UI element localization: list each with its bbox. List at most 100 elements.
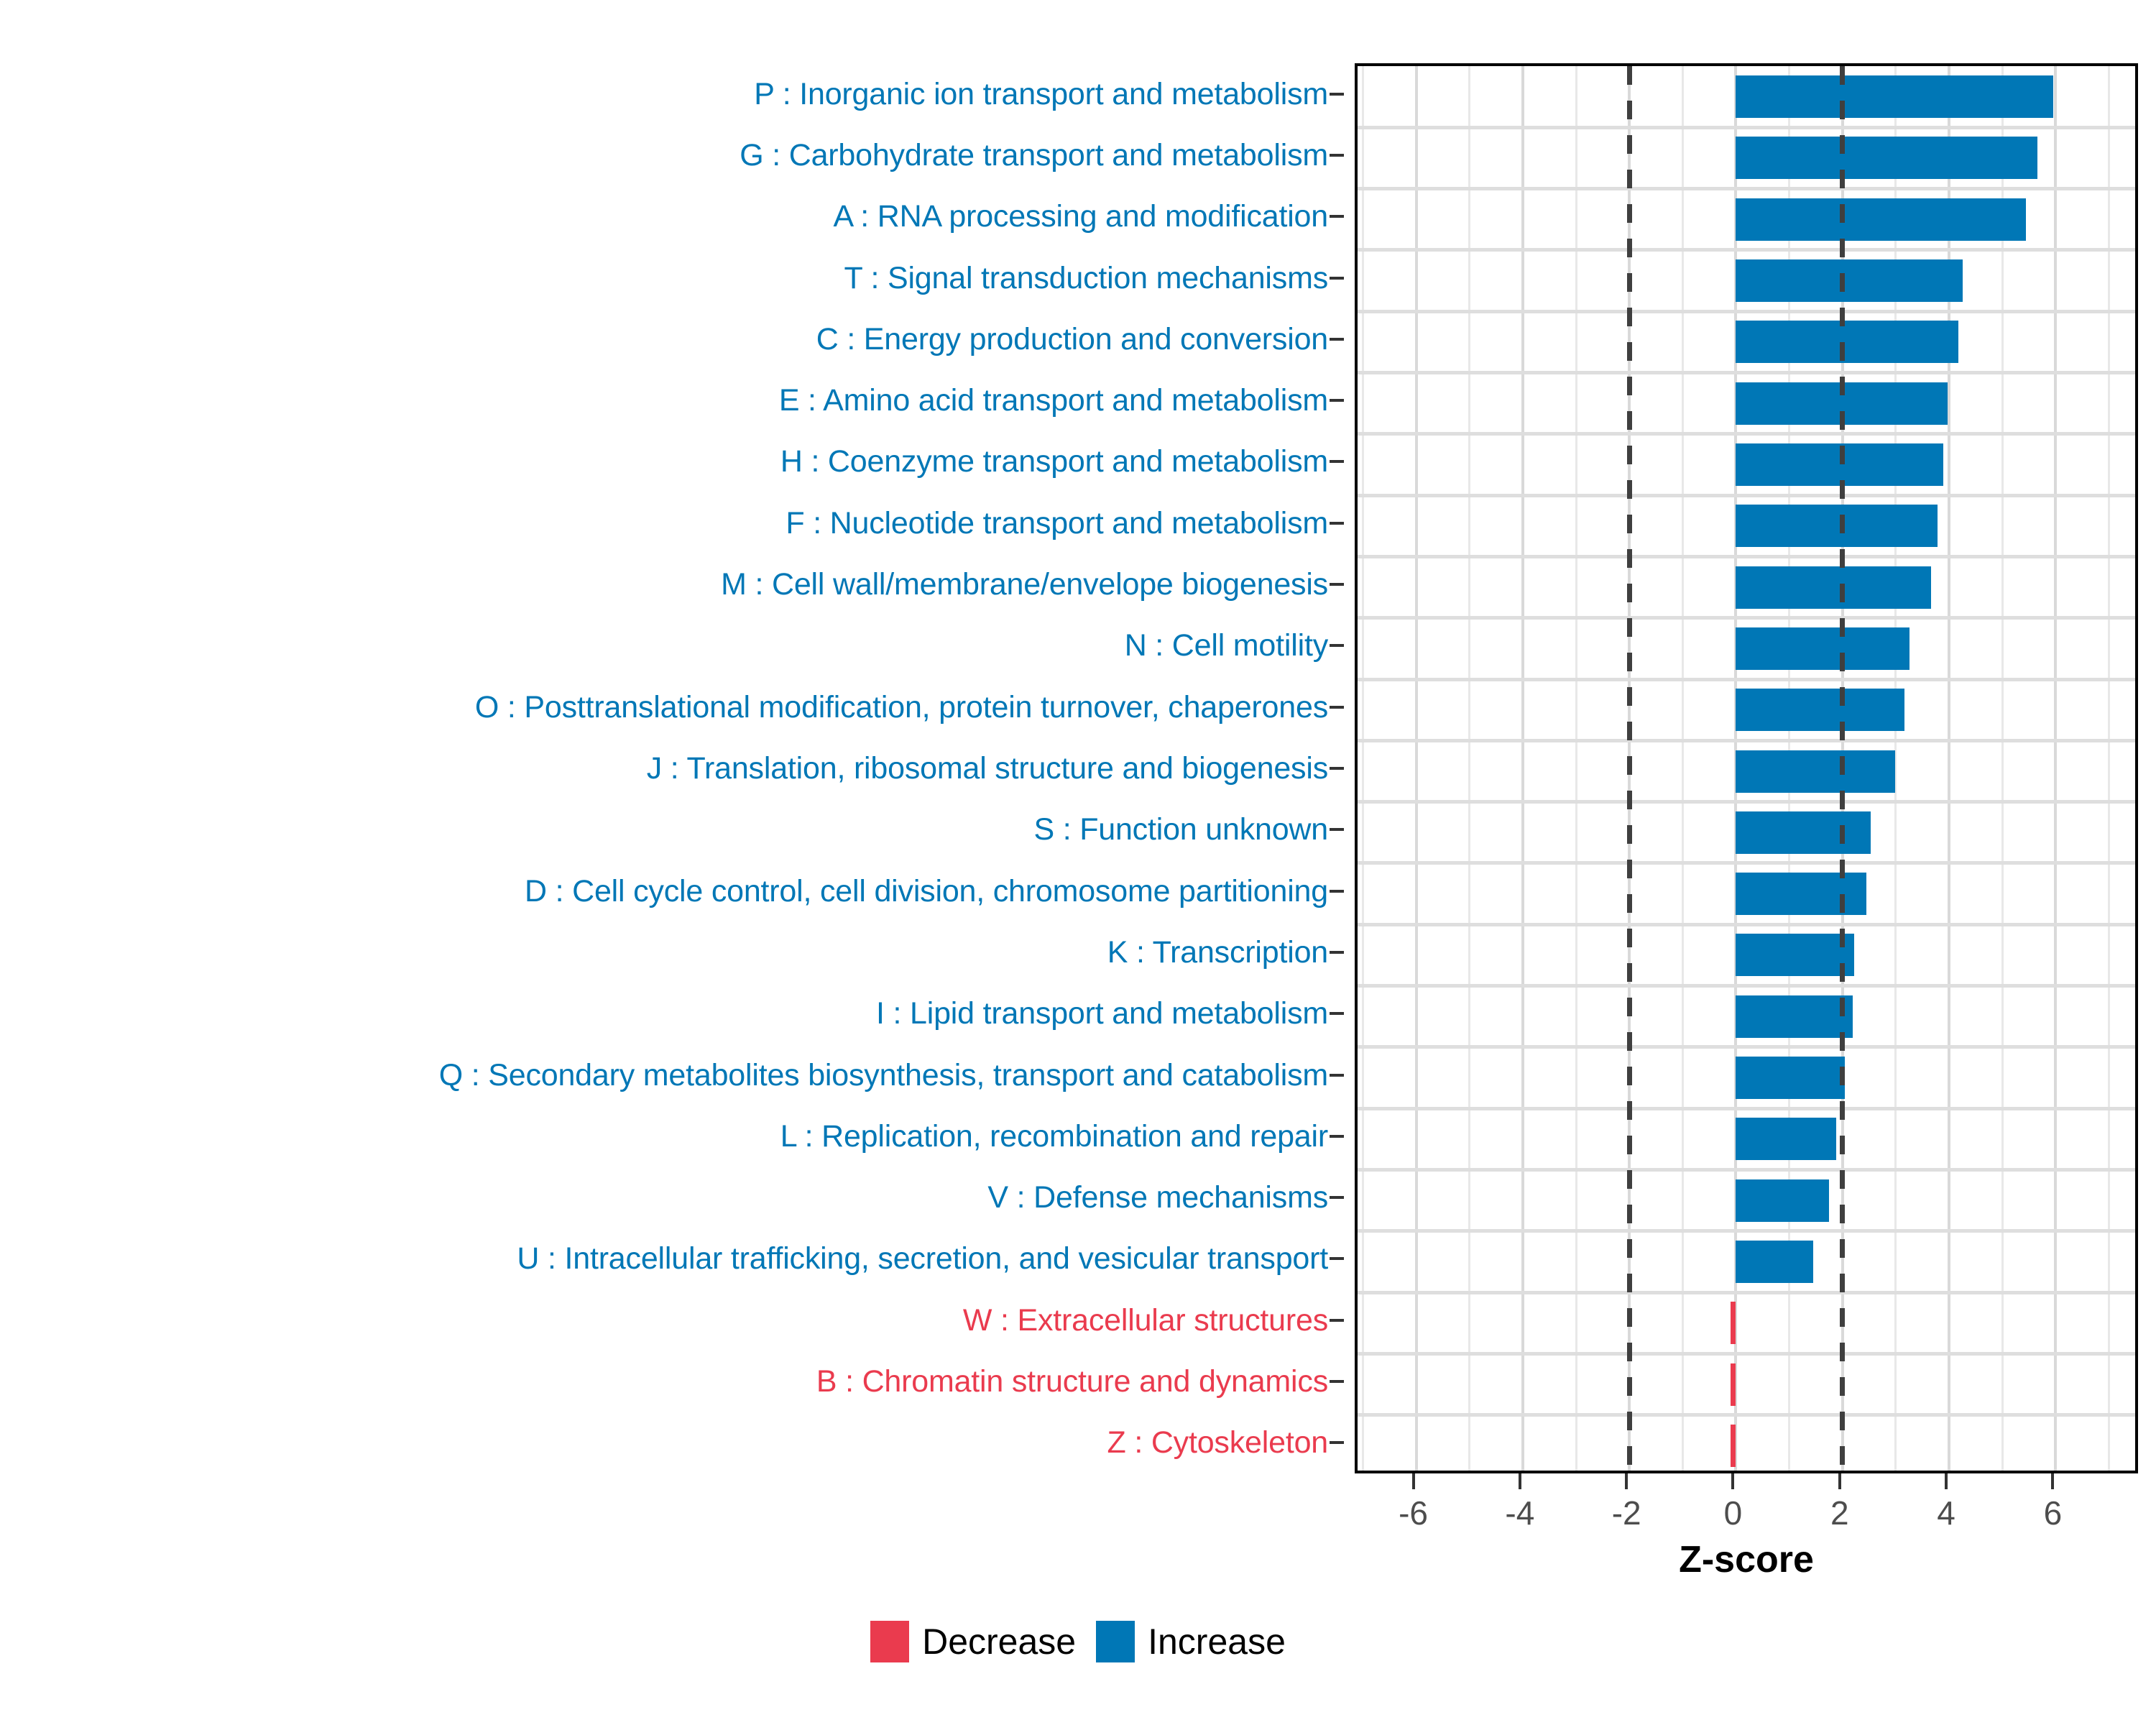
legend-swatch-decrease xyxy=(870,1621,910,1662)
gridline-horizontal xyxy=(1358,125,2135,129)
y-axis-tick-label: S : Function unknown xyxy=(1033,812,1328,847)
bar[interactable] xyxy=(1736,627,1910,670)
y-axis-tick-label: M : Cell wall/membrane/envelope biogenes… xyxy=(721,567,1328,602)
y-axis-tick-mark xyxy=(1330,215,1344,218)
bar[interactable] xyxy=(1736,321,1959,364)
gridline-horizontal xyxy=(1358,432,2135,436)
bar[interactable] xyxy=(1736,75,2054,119)
gridline-horizontal xyxy=(1358,371,2135,375)
bar[interactable] xyxy=(1736,137,2038,180)
y-axis-tick-label: T : Signal transduction mechanisms xyxy=(844,260,1328,295)
gridline-vertical-minor xyxy=(2001,66,2004,1471)
y-axis-tick-label: P : Inorganic ion transport and metaboli… xyxy=(754,76,1328,111)
gridline-horizontal xyxy=(1358,738,2135,742)
y-axis-labels: P : Inorganic ion transport and metaboli… xyxy=(0,63,1344,1473)
gridline-horizontal xyxy=(1358,248,2135,252)
bar[interactable] xyxy=(1736,995,1853,1038)
y-axis-tick-mark xyxy=(1330,460,1344,464)
y-axis-tick-label: O : Posttranslational modification, prot… xyxy=(474,689,1328,724)
x-axis-tick-mark xyxy=(1838,1473,1841,1489)
y-axis-tick-label: U : Intracellular trafficking, secretion… xyxy=(517,1241,1328,1276)
x-axis-tick-mark xyxy=(2051,1473,2055,1489)
y-axis-tick-mark xyxy=(1330,767,1344,770)
x-axis-tick-mark xyxy=(1625,1473,1628,1489)
y-axis-tick-mark xyxy=(1330,521,1344,525)
x-axis-title: Z-score xyxy=(1679,1539,1814,1581)
bar[interactable] xyxy=(1731,1363,1736,1406)
bar[interactable] xyxy=(1736,811,1871,854)
y-axis-tick-label: B : Chromatin structure and dynamics xyxy=(816,1364,1328,1399)
y-axis-tick-label: G : Carbohydrate transport and metabolis… xyxy=(740,137,1328,172)
gridline-horizontal xyxy=(1358,1229,2135,1233)
y-axis-tick-label: K : Transcription xyxy=(1107,934,1328,970)
bar[interactable] xyxy=(1731,1302,1736,1345)
y-axis-tick-mark xyxy=(1330,950,1344,954)
y-axis-tick-mark xyxy=(1330,337,1344,341)
y-axis-tick-label: Z : Cytoskeleton xyxy=(1107,1425,1329,1460)
gridline-horizontal xyxy=(1358,800,2135,804)
x-axis-tick-label: -4 xyxy=(1505,1494,1535,1532)
y-axis-tick-mark xyxy=(1330,644,1344,648)
y-axis-tick-mark xyxy=(1330,1012,1344,1016)
y-axis-tick-mark xyxy=(1330,889,1344,893)
y-axis-tick-label: Q : Secondary metabolites biosynthesis, … xyxy=(438,1057,1328,1092)
gridline-horizontal xyxy=(1358,677,2135,681)
x-axis-tick-label: 2 xyxy=(1830,1494,1849,1532)
bar[interactable] xyxy=(1736,750,1896,793)
gridline-vertical xyxy=(1414,66,1418,1471)
y-axis-tick-label: L : Replication, recombination and repai… xyxy=(780,1118,1328,1154)
bar[interactable] xyxy=(1736,1057,1846,1100)
x-axis-tick-mark xyxy=(1411,1473,1415,1489)
gridline-horizontal xyxy=(1358,984,2135,988)
y-axis-tick-mark xyxy=(1330,583,1344,586)
y-axis-tick-label: N : Cell motility xyxy=(1124,628,1329,663)
gridline-vertical-minor xyxy=(1894,66,1897,1471)
bar[interactable] xyxy=(1736,566,1931,609)
y-axis-tick-mark xyxy=(1330,1073,1344,1077)
x-axis-tick-label: 4 xyxy=(1937,1494,1955,1532)
y-axis-tick-label: D : Cell cycle control, cell division, c… xyxy=(525,873,1328,908)
y-axis-tick-label: H : Coenzyme transport and metabolism xyxy=(780,444,1328,479)
y-axis-tick-label: E : Amino acid transport and metabolism xyxy=(778,383,1328,418)
y-axis-tick-mark xyxy=(1330,399,1344,402)
bar[interactable] xyxy=(1736,1179,1830,1222)
gridline-vertical xyxy=(1948,66,1951,1471)
y-axis-tick-label: V : Defense mechanisms xyxy=(987,1180,1328,1215)
x-axis-tick-label: -2 xyxy=(1611,1494,1641,1532)
gridline-vertical xyxy=(2054,66,2058,1471)
y-axis-tick-label: J : Translation, ribosomal structure and… xyxy=(646,751,1328,786)
x-axis-tick-label: 6 xyxy=(2043,1494,2063,1532)
bar[interactable] xyxy=(1736,689,1904,732)
x-axis-tick-mark xyxy=(1731,1473,1735,1489)
legend-item-increase[interactable]: Increase xyxy=(1096,1621,1286,1662)
bar[interactable] xyxy=(1736,505,1938,548)
bar[interactable] xyxy=(1736,873,1867,916)
gridline-horizontal xyxy=(1358,1351,2135,1356)
y-axis-tick-mark xyxy=(1330,92,1344,96)
bar[interactable] xyxy=(1736,259,1963,303)
gridline-horizontal xyxy=(1358,1106,2135,1110)
bar[interactable] xyxy=(1736,934,1855,977)
x-axis-tick-label: -6 xyxy=(1399,1494,1429,1532)
gridline-horizontal xyxy=(1358,1290,2135,1294)
gridline-vertical-minor xyxy=(2108,66,2110,1471)
plot-panel xyxy=(1355,63,2138,1473)
y-axis-tick-mark xyxy=(1330,276,1344,280)
y-axis-tick-label: F : Nucleotide transport and metabolism xyxy=(786,505,1328,540)
gridline-vertical-minor xyxy=(1361,66,1364,1471)
y-axis-tick-label: A : RNA processing and modification xyxy=(833,199,1328,234)
y-axis-tick-mark xyxy=(1330,1380,1344,1384)
x-axis-tick-mark xyxy=(1518,1473,1521,1489)
bar[interactable] xyxy=(1736,198,2026,241)
x-axis-tick-label: 0 xyxy=(1723,1494,1743,1532)
legend-item-decrease[interactable]: Decrease xyxy=(870,1621,1076,1662)
gridline-horizontal xyxy=(1358,1167,2135,1172)
bar[interactable] xyxy=(1731,1424,1736,1467)
legend-label-decrease: Decrease xyxy=(922,1622,1077,1662)
bar[interactable] xyxy=(1736,443,1943,486)
bar[interactable] xyxy=(1736,1240,1813,1283)
legend-swatch-increase xyxy=(1096,1621,1135,1662)
bar[interactable] xyxy=(1736,1118,1836,1161)
y-axis-tick-label: C : Energy production and conversion xyxy=(816,321,1328,356)
